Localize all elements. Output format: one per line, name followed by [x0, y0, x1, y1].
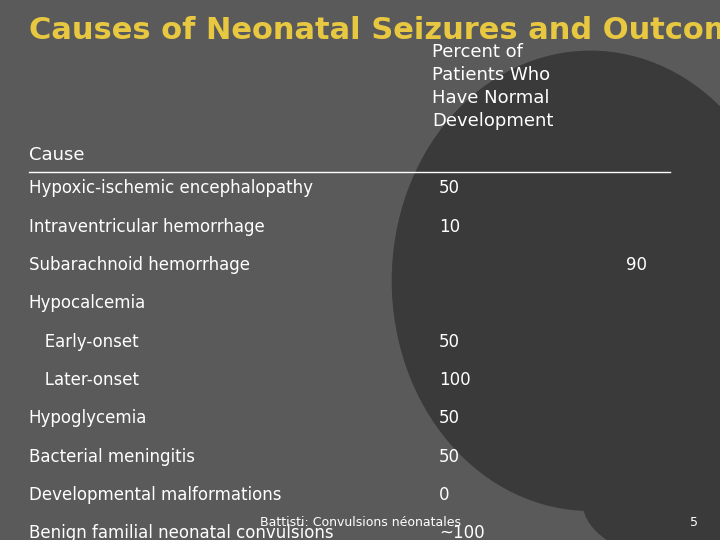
Text: 50: 50 [439, 409, 460, 427]
Text: Benign familial neonatal convulsions: Benign familial neonatal convulsions [29, 524, 333, 540]
Text: Hypoxic-ischemic encephalopathy: Hypoxic-ischemic encephalopathy [29, 179, 312, 197]
Text: Developmental malformations: Developmental malformations [29, 486, 282, 504]
Text: 50: 50 [439, 448, 460, 465]
Text: Hypocalcemia: Hypocalcemia [29, 294, 146, 312]
Text: Cause: Cause [29, 146, 84, 164]
Text: 50: 50 [439, 333, 460, 350]
Text: Hypoglycemia: Hypoglycemia [29, 409, 147, 427]
Text: 90: 90 [626, 256, 647, 274]
Text: Causes of Neonatal Seizures and Outcomes: Causes of Neonatal Seizures and Outcomes [29, 16, 720, 45]
Text: Intraventricular hemorrhage: Intraventricular hemorrhage [29, 218, 264, 235]
Text: ~100: ~100 [439, 524, 485, 540]
Text: 10: 10 [439, 218, 460, 235]
Text: Early-onset: Early-onset [29, 333, 138, 350]
Text: 50: 50 [439, 179, 460, 197]
Text: 0: 0 [439, 486, 450, 504]
Text: 100: 100 [439, 371, 471, 389]
Text: Battisti: Convulsions néonatales: Battisti: Convulsions néonatales [259, 516, 461, 529]
Text: Subarachnoid hemorrhage: Subarachnoid hemorrhage [29, 256, 250, 274]
Text: Later-onset: Later-onset [29, 371, 139, 389]
Text: 5: 5 [690, 516, 698, 529]
Text: Bacterial meningitis: Bacterial meningitis [29, 448, 195, 465]
Text: Percent of
Patients Who
Have Normal
Development: Percent of Patients Who Have Normal Deve… [432, 43, 554, 130]
